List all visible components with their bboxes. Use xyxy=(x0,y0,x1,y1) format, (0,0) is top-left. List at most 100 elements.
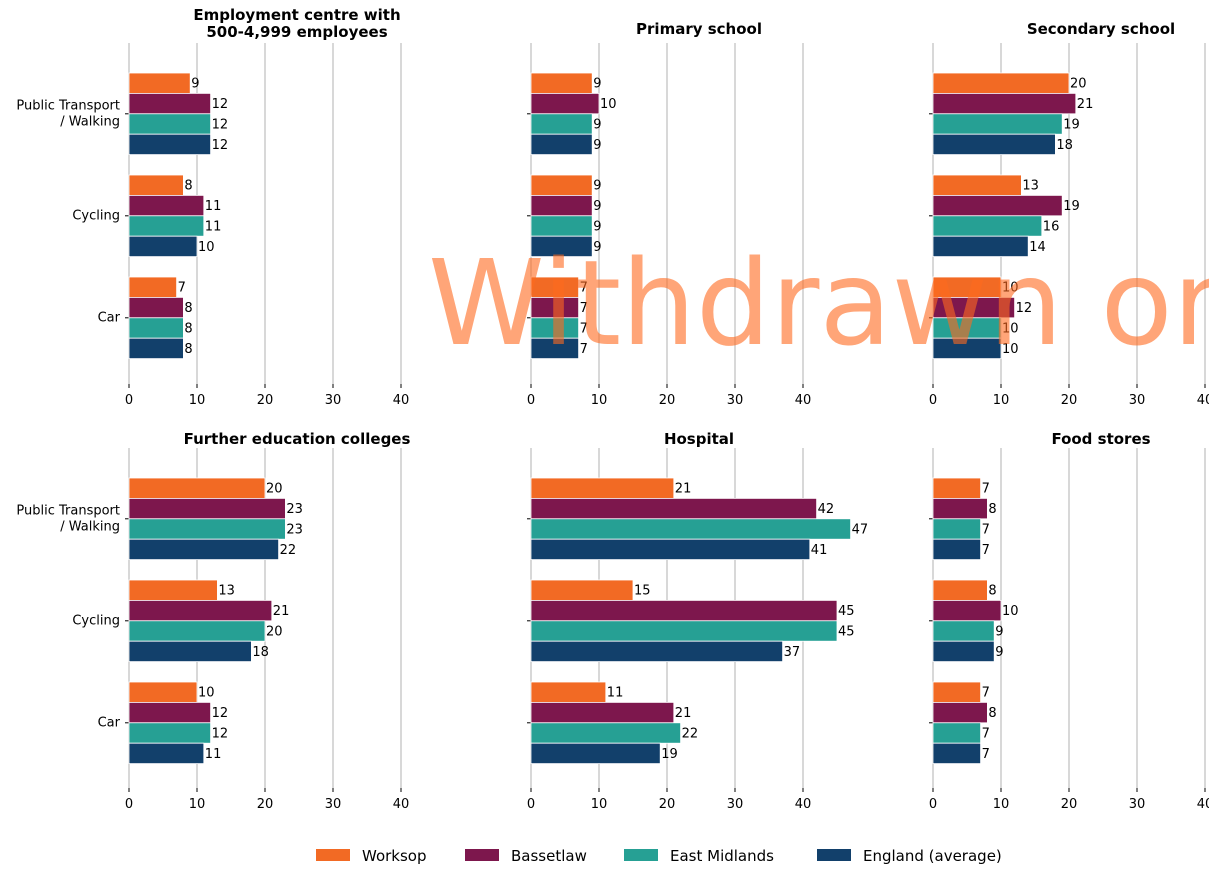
data-label: 8 xyxy=(988,584,996,599)
legend-swatch xyxy=(817,849,851,861)
data-label: 11 xyxy=(607,686,624,701)
data-label: 21 xyxy=(273,604,290,619)
bar-bassetlaw xyxy=(128,296,184,319)
x-tick-label: 10 xyxy=(189,797,206,812)
x-tick-label: 30 xyxy=(1129,393,1146,408)
data-label: 13 xyxy=(218,584,235,599)
bar-worksop xyxy=(932,477,981,499)
bar-east-midlands xyxy=(530,113,593,135)
bar-bassetlaw xyxy=(530,93,600,115)
y-tick-label: Cycling xyxy=(72,208,120,223)
legend-label: Bassetlaw xyxy=(511,847,587,865)
bar-east-midlands xyxy=(932,518,981,540)
x-tick-label: 0 xyxy=(527,393,535,408)
data-label: 19 xyxy=(1063,118,1080,133)
x-tick-label: 20 xyxy=(659,797,676,812)
bar-worksop xyxy=(530,681,607,703)
data-label: 21 xyxy=(1077,97,1094,112)
bar-bassetlaw xyxy=(530,600,838,622)
bar-worksop xyxy=(932,681,981,703)
data-label: 10 xyxy=(198,686,215,701)
data-label: 8 xyxy=(988,706,996,721)
x-tick-label: 0 xyxy=(125,797,133,812)
bar-bassetlaw xyxy=(530,194,593,217)
data-label: 8 xyxy=(184,322,192,337)
bar-england-average xyxy=(932,337,1002,360)
data-label: 7 xyxy=(982,727,990,742)
bar-worksop xyxy=(128,579,218,601)
bar-east-midlands xyxy=(932,620,995,642)
x-tick-label: 20 xyxy=(1061,797,1078,812)
bar-worksop xyxy=(932,579,988,601)
x-tick-label: 30 xyxy=(325,393,342,408)
data-label: 16 xyxy=(1043,220,1060,235)
bar-worksop xyxy=(128,174,184,196)
data-label: 7 xyxy=(580,322,588,337)
data-label: 42 xyxy=(818,502,835,517)
legend-swatch xyxy=(465,849,499,861)
y-tick-label: Public Transport / Walking xyxy=(16,503,120,534)
x-tick-label: 40 xyxy=(795,393,812,408)
legend-swatch xyxy=(316,849,350,861)
data-label: 23 xyxy=(286,523,303,538)
x-tick-label: 20 xyxy=(257,797,274,812)
y-tick-label: Public Transport / Walking xyxy=(16,98,120,129)
bar-bassetlaw xyxy=(932,93,1077,115)
data-label: 11 xyxy=(205,199,222,214)
chart-title: Further education colleges xyxy=(184,430,411,448)
data-label: 20 xyxy=(266,482,283,497)
data-label: 14 xyxy=(1029,240,1046,255)
data-label: 8 xyxy=(184,179,192,194)
legend-label: Worksop xyxy=(362,847,427,865)
bar-england-average xyxy=(128,235,198,257)
data-label: 9 xyxy=(995,625,1003,640)
x-tick-label: 20 xyxy=(257,393,274,408)
chart-title: Employment centre with 500-4,999 employee… xyxy=(193,6,400,41)
x-tick-label: 0 xyxy=(527,797,535,812)
chart-panel-2: Primary school 0 10 20 30 40 9 10 9 9 9 9 9 9 7 7 7 7 xyxy=(527,20,811,408)
data-label: 12 xyxy=(212,727,229,742)
data-label: 11 xyxy=(205,747,222,762)
data-label: 7 xyxy=(982,747,990,762)
legend-label: East Midlands xyxy=(670,847,774,865)
data-label: 9 xyxy=(593,138,601,153)
data-label: 8 xyxy=(184,342,192,357)
chart-legend: Worksop Bassetlaw East Midlands England (av… xyxy=(316,847,1002,865)
bar-worksop xyxy=(932,174,1022,196)
data-label: 9 xyxy=(191,77,199,92)
bar-england-average xyxy=(932,133,1056,155)
bar-bassetlaw xyxy=(932,600,1002,622)
bar-england-average xyxy=(530,235,593,257)
bar-east-midlands xyxy=(128,113,211,135)
data-label: 10 xyxy=(1002,322,1019,337)
bar-england-average xyxy=(128,640,252,663)
data-label: 23 xyxy=(286,502,303,517)
bar-worksop xyxy=(128,72,191,94)
bar-england-average xyxy=(530,337,579,360)
data-label: 12 xyxy=(1016,301,1033,316)
y-tick-label: Cycling xyxy=(72,613,120,628)
data-label: 7 xyxy=(982,482,990,497)
bar-england-average xyxy=(932,742,981,765)
data-label: 7 xyxy=(982,523,990,538)
y-tick-label: Car xyxy=(98,715,121,730)
data-label: 45 xyxy=(838,604,855,619)
x-tick-label: 10 xyxy=(993,393,1010,408)
bar-worksop xyxy=(530,579,634,601)
bar-worksop xyxy=(128,276,177,298)
bar-england-average xyxy=(530,742,661,765)
x-tick-label: 0 xyxy=(929,797,937,812)
data-label: 9 xyxy=(593,118,601,133)
data-label: 45 xyxy=(838,625,855,640)
data-label: 7 xyxy=(580,342,588,357)
chart-panel-3: Secondary school010203040202119181319161… xyxy=(929,20,1209,408)
bar-england-average xyxy=(530,640,784,663)
data-label: 12 xyxy=(212,706,229,721)
data-label: 19 xyxy=(661,747,678,762)
data-label: 8 xyxy=(184,301,192,316)
bar-east-midlands xyxy=(932,722,981,744)
data-label: 18 xyxy=(252,645,269,660)
bar-bassetlaw xyxy=(128,600,273,622)
bar-east-midlands xyxy=(530,722,682,744)
